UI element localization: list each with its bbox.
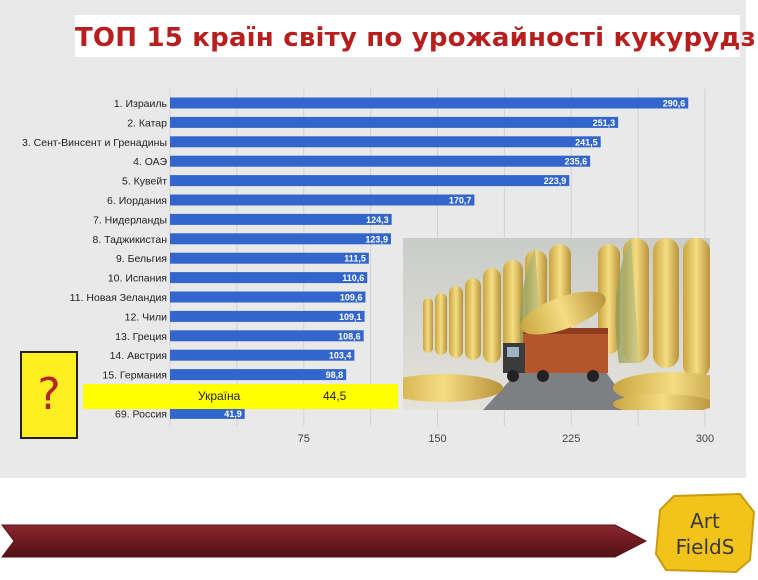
value-label: 109,1 xyxy=(339,312,362,322)
x-axis-ticks: 75 150 225 300 xyxy=(298,433,715,445)
category-label: 15. Германия xyxy=(102,370,167,382)
bar xyxy=(170,272,368,284)
x-tick-label: 300 xyxy=(696,433,714,445)
x-tick-label: 75 xyxy=(298,433,310,445)
ukraine-value: 44,5 xyxy=(323,389,347,403)
category-label: 69. Россия xyxy=(115,408,167,420)
bar xyxy=(170,330,364,342)
category-labels: 1. Израиль 2. Катар 3. Сент-Винсент и Грен… xyxy=(22,98,168,420)
bar xyxy=(170,175,570,187)
bar xyxy=(170,194,475,206)
category-label: 7. Нидерланды xyxy=(93,214,167,226)
bar xyxy=(170,97,689,109)
category-label: 4. ОАЭ xyxy=(133,156,167,168)
value-label: 98,8 xyxy=(326,370,344,380)
value-label: 103,4 xyxy=(329,351,352,361)
category-label: 10. Испания xyxy=(108,273,167,285)
question-box: ? xyxy=(20,351,78,439)
value-label: 170,7 xyxy=(449,196,472,206)
bar xyxy=(170,252,369,264)
value-label: 124,3 xyxy=(366,215,389,225)
bars xyxy=(170,97,689,419)
bar xyxy=(170,136,601,148)
bar xyxy=(170,155,591,167)
bar xyxy=(170,349,355,361)
artfields-logo: Art FieldS xyxy=(654,492,756,574)
bar xyxy=(170,116,619,128)
value-label: 235,6 xyxy=(565,157,588,167)
bar xyxy=(170,369,347,381)
value-label: 241,5 xyxy=(575,137,598,147)
corn-field-truck-photo xyxy=(403,238,710,410)
category-label: 14. Австрия xyxy=(110,350,167,362)
value-label: 223,9 xyxy=(544,176,567,186)
bar xyxy=(170,291,366,303)
bar xyxy=(170,310,365,322)
ukraine-highlight-row: Україна 44,5 xyxy=(83,384,398,409)
x-tick-label: 150 xyxy=(428,433,446,445)
category-label: 1. Израиль xyxy=(114,98,168,110)
category-label: 5. Кувейт xyxy=(122,176,167,188)
value-label: 111,5 xyxy=(344,254,366,264)
value-label: 123,9 xyxy=(365,234,388,244)
page-title: ТОП 15 країн світу по урожайності кукуру… xyxy=(75,23,758,53)
value-label: 108,6 xyxy=(338,331,361,341)
ukraine-label: Україна xyxy=(198,389,241,403)
category-label: 12. Чили xyxy=(125,311,168,323)
logo-line2: FieldS xyxy=(676,535,735,559)
category-label: 9. Бельгия xyxy=(116,253,167,265)
value-labels: 290,6 251,3 241,5 235,6 223,9 170,7 124,3 123,9… xyxy=(224,99,685,419)
bar xyxy=(170,407,245,419)
bar xyxy=(170,213,392,225)
question-mark: ? xyxy=(37,369,61,420)
category-label: 6. Иордания xyxy=(107,195,167,207)
bar-chart: 1. Израиль 2. Катар 3. Сент-Винсент и Грен… xyxy=(22,89,715,445)
category-label: 3. Сент-Винсент и Гренадины xyxy=(22,137,167,149)
category-label: 13. Греция xyxy=(115,331,167,343)
category-label: 8. Таджикистан xyxy=(92,234,167,246)
value-label: 41,9 xyxy=(224,409,242,419)
value-label: 251,3 xyxy=(593,118,616,128)
bar xyxy=(170,233,391,245)
value-label: 110,6 xyxy=(342,273,364,283)
value-label: 109,6 xyxy=(340,293,363,303)
category-label: 2. Катар xyxy=(127,117,167,129)
logo-line1: Art xyxy=(690,509,720,533)
category-label: 11. Новая Зеландия xyxy=(70,292,167,304)
x-tick-label: 225 xyxy=(562,433,580,445)
footer-banner-arrow xyxy=(1,524,648,558)
title-box: ТОП 15 країн світу по урожайності кукуру… xyxy=(75,15,758,57)
value-label: 290,6 xyxy=(663,99,686,109)
